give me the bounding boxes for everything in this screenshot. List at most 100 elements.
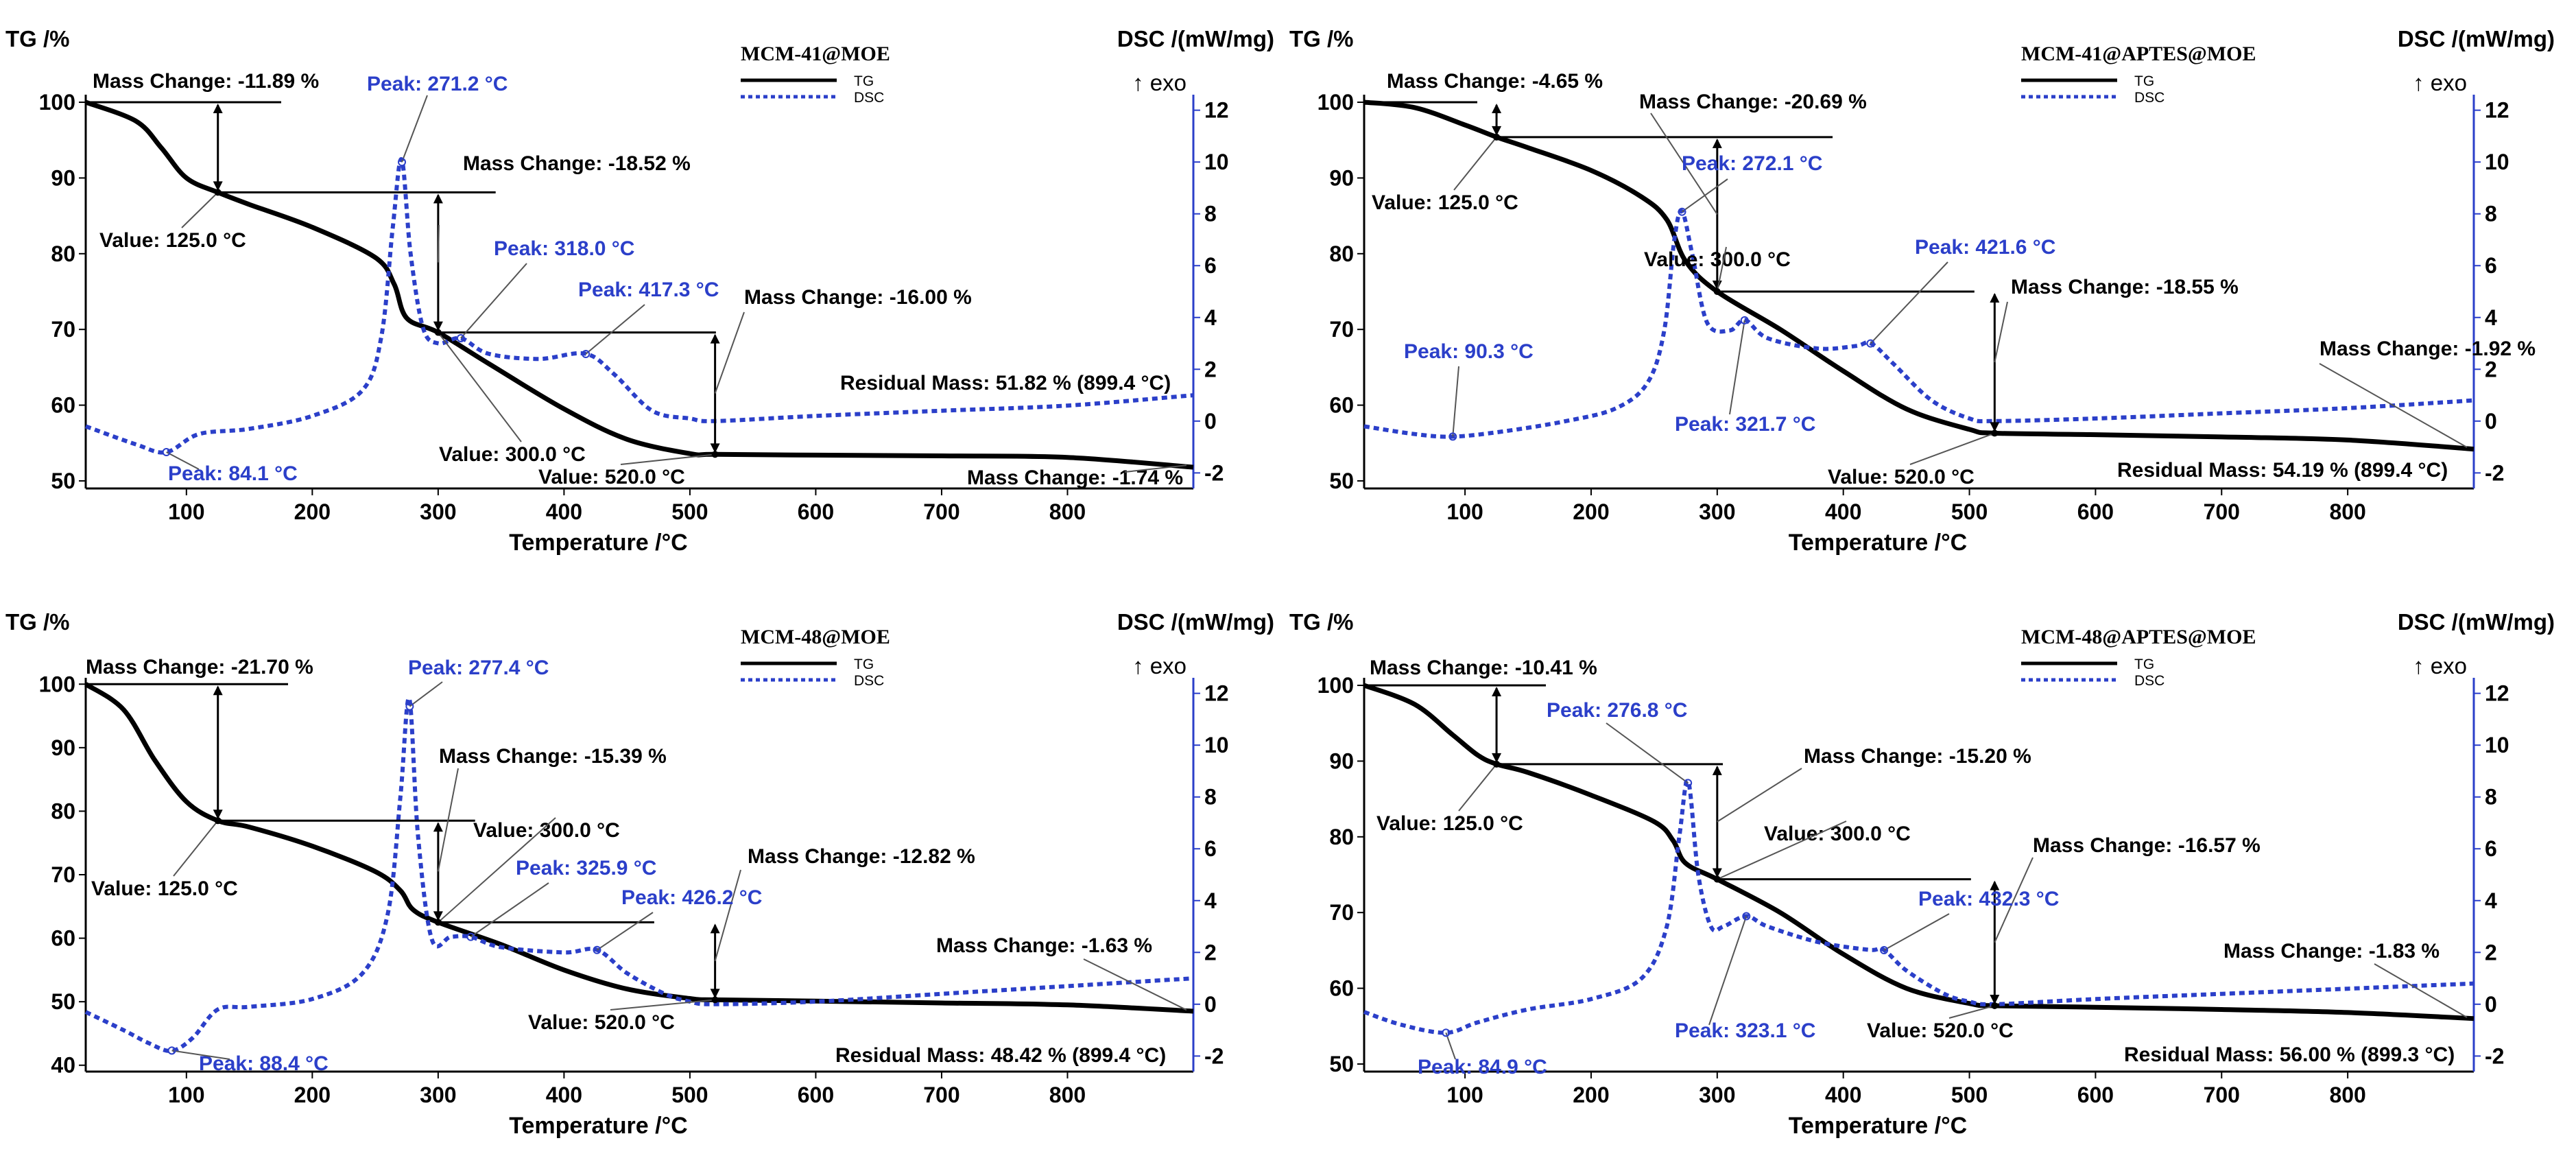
value-marker [214,817,222,825]
value-marker [1713,875,1721,883]
dsc-tick-label: 0 [1204,409,1217,434]
x-axis-title: Temperature /°C [1789,1113,1967,1139]
leader-line [166,451,200,470]
tg-tick-label: 70 [51,862,75,887]
arrowhead-down [1712,868,1722,878]
dsc-tick-label: 0 [1204,992,1217,1017]
x-axis-title: Temperature /°C [509,530,687,556]
leader-line [1909,432,1995,465]
dsc-tick-label: 10 [1204,733,1229,757]
x-tick-label: 200 [294,499,331,524]
x-tick-label: 200 [1573,499,1609,524]
dsc-peak-label: Peak: 325.9 °C [516,857,656,879]
dsc-axis-title: DSC /(mW/mg) [1117,609,1274,635]
leader-line [409,681,443,707]
dsc-tick-label: 8 [2485,202,2497,226]
dsc-tick-label: 4 [2485,305,2497,330]
arrowhead-up [433,193,443,204]
leader-line [437,224,440,263]
arrowhead-up [1990,293,2000,303]
legend-tg-label: TG [854,73,874,89]
dsc-tick-label: 0 [2485,409,2497,434]
dsc-tick-label: -2 [2485,460,2504,485]
leader-line [610,999,715,1011]
arrowhead-down [1990,422,2000,432]
dsc-tick-label: 8 [2485,785,2497,810]
tg-axis-title: TG /% [5,609,70,635]
value-marker [434,329,442,336]
dsc-curve [1363,779,2474,1035]
x-tick-label: 100 [1446,499,1483,524]
residual-mass-label: Residual Mass: 51.82 % (899.4 °C) [840,372,1171,394]
dsc-peak-label: Peak: 272.1 °C [1682,152,1822,175]
leader-line [1717,768,1802,823]
dsc-axis-title: DSC /(mW/mg) [1117,26,1274,51]
arrowhead-up [433,822,443,832]
tg-axis-title: TG /% [1289,26,1354,51]
value-label: Value: 520.0 °C [1867,1019,2014,1042]
x-tick-label: 600 [798,499,834,524]
x-tick-label: 100 [1446,1083,1483,1107]
tg-tick-label: 60 [51,393,75,418]
mass-change-label: Mass Change: -10.41 % [1370,657,1597,679]
leader-line [171,1050,230,1060]
arrowhead-up [710,333,720,344]
leader-line [1716,246,1727,292]
x-tick-label: 600 [798,1083,834,1107]
x-tick-label: 800 [1049,499,1086,524]
leader-line [1452,366,1459,437]
dsc-tick-label: 4 [2485,888,2497,913]
dsc-tick-label: 2 [2485,357,2497,381]
dsc-curve [84,696,1194,1053]
tg-tick-label: 100 [1317,90,1354,115]
arrowhead-up [213,104,223,114]
value-label: Value: 520.0 °C [1828,466,1975,488]
dsc-tick-label: 6 [1204,253,1217,278]
residual-mass-label: Residual Mass: 48.42 % (899.4 °C) [835,1044,1166,1067]
exo-label: ↑ exo [2413,653,2467,678]
value-label: Value: 300.0 °C [473,819,620,842]
tg-tick-label: 80 [1329,241,1354,266]
x-tick-label: 300 [420,1083,456,1107]
mass-change-label: Mass Change: -11.89 % [93,70,319,93]
dsc-peak-marker [1742,912,1751,921]
leader-line [714,311,745,394]
mass-change-label: Mass Change: -4.65 % [1387,70,1603,93]
dsc-peak-marker [1442,1028,1451,1037]
x-tick-label: 700 [923,499,959,524]
x-tick-label: 200 [1573,1083,1609,1107]
leader-line [1453,137,1497,191]
value-label: Value: 125.0 °C [91,877,238,900]
dsc-peak-marker [405,702,414,711]
dsc-axis-title: DSC /(mW/mg) [2398,26,2555,51]
dsc-peak-marker [1866,339,1875,348]
dsc-tick-label: 10 [2485,150,2509,174]
dsc-tick-label: 2 [1204,357,1217,381]
dsc-curve [84,157,1194,455]
tg-curve [84,682,1194,1014]
dsc-tick-label: 8 [1204,785,1217,810]
residual-mass-label: Residual Mass: 56.00 % (899.3 °C) [2124,1043,2455,1066]
tg-tick-label: 80 [51,241,75,266]
x-axis-title: Temperature /°C [509,1113,687,1139]
tg-tick-label: 60 [51,926,75,951]
x-tick-label: 800 [2329,1083,2365,1107]
tg-tick-label: 40 [51,1053,75,1078]
tg-tick-label: 70 [1329,900,1354,925]
tg-curve [1363,683,2474,1022]
dsc-peak-marker [1448,432,1457,441]
x-tick-label: 800 [1049,1083,1086,1107]
x-tick-label: 400 [546,1083,582,1107]
mass-change-label: Mass Change: -16.00 % [744,286,972,309]
x-tick-label: 400 [1825,499,1861,524]
leader-line [2374,963,2468,1018]
arrowhead-up [710,923,720,934]
dsc-peak-label: Peak: 88.4 °C [199,1052,329,1075]
legend-dsc-label: DSC [854,673,884,689]
value-marker [711,451,719,458]
dsc-peak-label: Peak: 84.1 °C [168,462,298,485]
dsc-tick-label: 6 [2485,836,2497,861]
leader-line [181,191,219,228]
value-marker [1991,429,1999,437]
dsc-peak-marker [162,448,171,457]
